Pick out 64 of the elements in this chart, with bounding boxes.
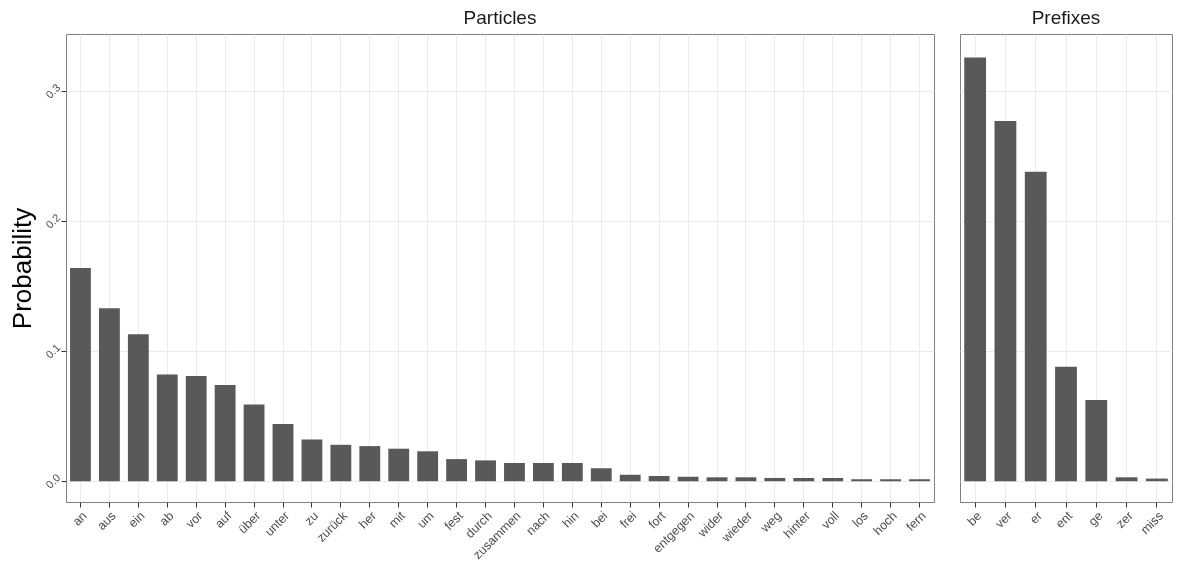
bar (561, 463, 583, 482)
bar (1115, 477, 1138, 482)
bar (504, 463, 525, 482)
bar (388, 448, 410, 482)
x-tick-label: ge (1085, 508, 1106, 529)
bar (706, 477, 728, 482)
y-axis-title: Probability (6, 207, 37, 330)
bar (764, 477, 786, 482)
bar (793, 477, 815, 482)
bar (359, 446, 381, 482)
x-tick-label: zer (1113, 508, 1136, 531)
x-tick-label: fern (903, 508, 929, 534)
x-tick-label: zu (301, 508, 322, 529)
x-tick-label: ver (992, 508, 1015, 531)
bar (1085, 399, 1108, 482)
bar (1024, 171, 1047, 482)
y-tick-label: 0.2 (43, 211, 63, 231)
bar (243, 404, 265, 482)
bar (330, 444, 352, 482)
chart-title: Prefixes (1031, 7, 1101, 28)
x-tick-label: aus (94, 508, 119, 533)
x-tick-label: voll (818, 508, 842, 532)
x-tick-label: auf (212, 508, 235, 531)
bar (127, 334, 149, 482)
x-tick-label: um (414, 508, 437, 531)
x-tick-label: ab (156, 508, 177, 529)
chart-title: Particles (463, 7, 537, 28)
x-tick-label: bei (588, 508, 611, 531)
x-tick-label: miss (1137, 508, 1167, 537)
bar (822, 477, 844, 482)
bar (590, 468, 612, 482)
x-tick-label: hin (559, 508, 582, 531)
bar (417, 451, 439, 482)
x-tick-label: fest (441, 508, 467, 533)
x-tick-label: an (69, 508, 90, 529)
bar (475, 460, 496, 482)
x-tick-label: über (235, 508, 264, 537)
x-tick-label: los (849, 508, 871, 530)
bar (1055, 366, 1077, 482)
y-tick-label: 0.0 (43, 471, 63, 491)
bar (619, 474, 641, 482)
x-tick-label: frei (617, 508, 640, 531)
x-tick-label: mit (386, 508, 409, 531)
bar (994, 121, 1017, 482)
bar (964, 57, 987, 482)
bar (735, 477, 757, 482)
x-tick-label: vor (183, 508, 206, 531)
x-tick-label: ent (1053, 508, 1076, 531)
bar (98, 308, 120, 482)
bar (301, 439, 323, 482)
x-tick-label: er (1027, 508, 1045, 527)
bar (185, 375, 207, 482)
bar (214, 385, 236, 482)
x-tick-label: be (964, 508, 985, 529)
bar (446, 459, 468, 482)
bar (156, 374, 178, 482)
bar (648, 476, 670, 482)
y-tick-label: 0.1 (43, 341, 63, 361)
bar (70, 268, 91, 482)
bar (272, 424, 294, 482)
bar (532, 463, 554, 482)
y-tick-label: 0.3 (43, 81, 63, 101)
x-tick-label: ein (125, 508, 148, 531)
x-tick-label: her (356, 508, 379, 532)
